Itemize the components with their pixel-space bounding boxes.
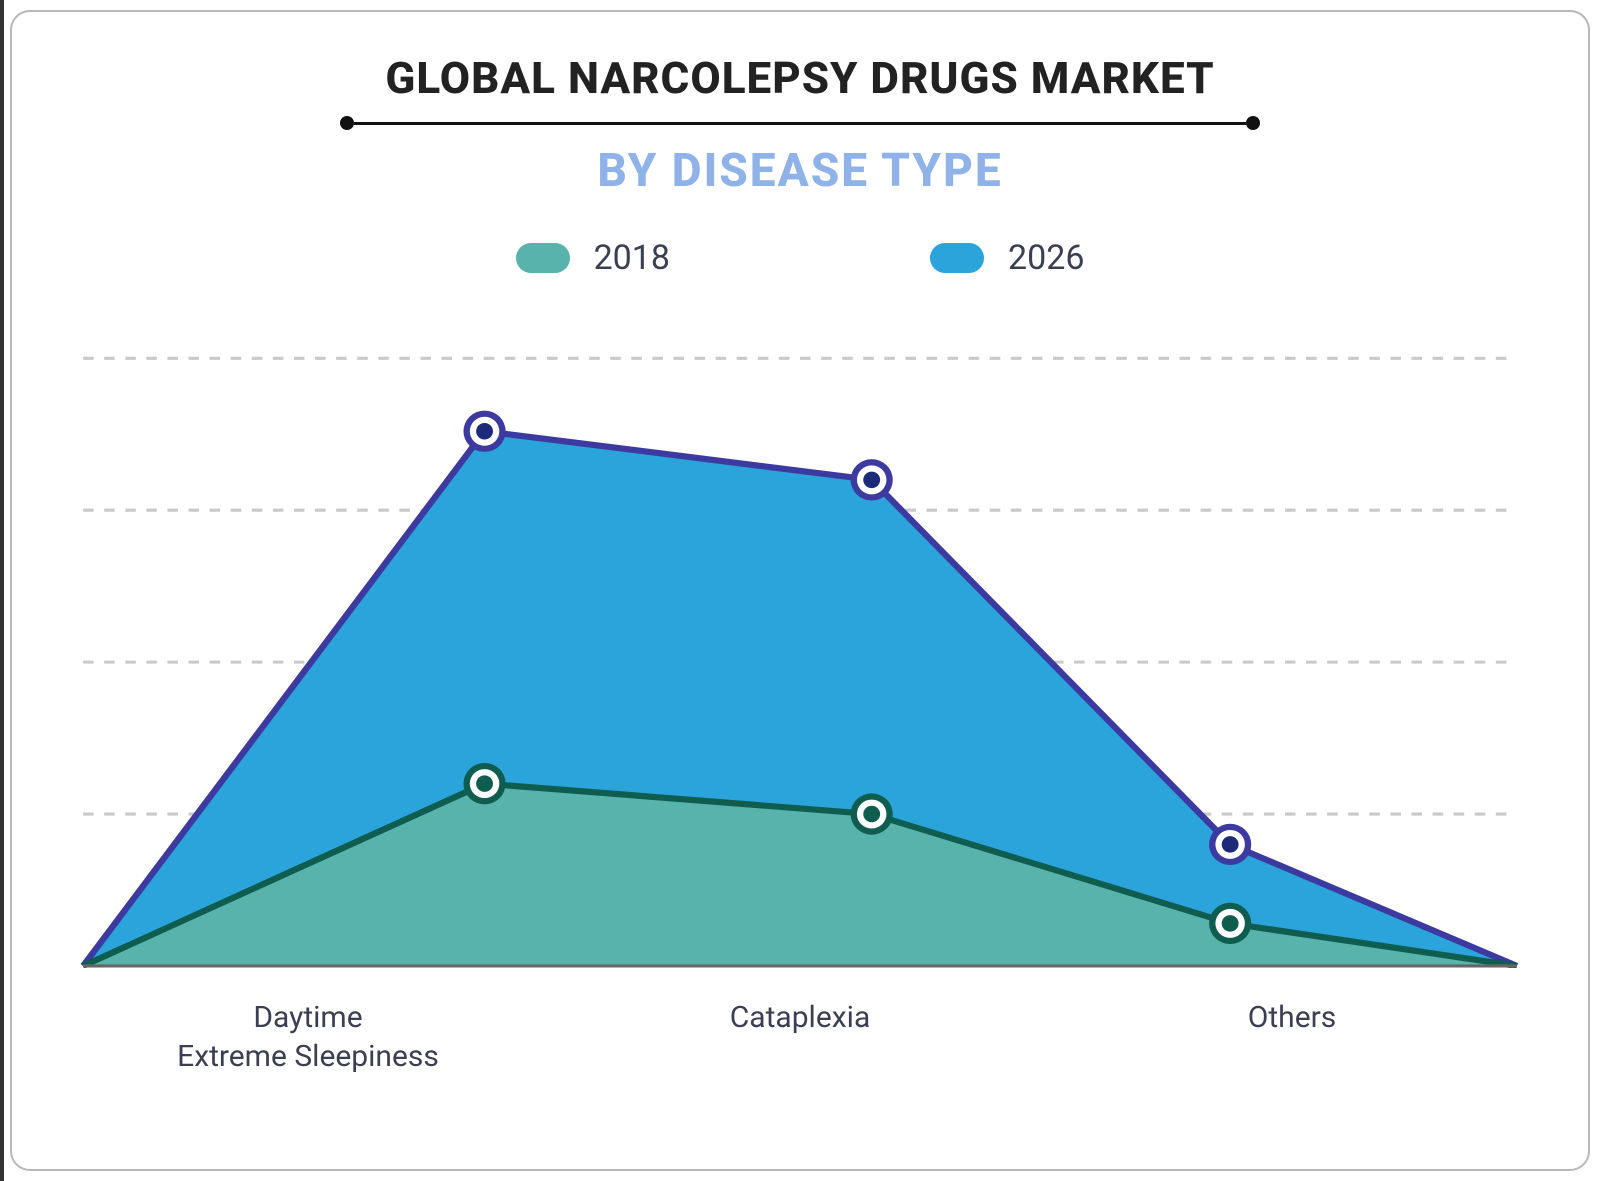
legend: 2018 2026: [62, 238, 1538, 278]
legend-swatch-2026: [930, 243, 984, 273]
legend-item-2018: 2018: [516, 238, 670, 278]
plot-area: [62, 348, 1538, 968]
chart-card: GLOBAL NARCOLEPSY DRUGS MARKET BY DISEAS…: [10, 10, 1590, 1171]
x-label-1: Cataplexia: [554, 998, 1046, 1076]
title-block: GLOBAL NARCOLEPSY DRUGS MARKET BY DISEAS…: [62, 52, 1538, 198]
legend-label-2026: 2026: [1008, 238, 1084, 278]
subtitle: BY DISEASE TYPE: [62, 144, 1538, 198]
x-label-0: DaytimeExtreme Sleepiness: [62, 998, 554, 1076]
divider-dot-right: [1246, 116, 1260, 130]
area-chart-svg: [62, 348, 1538, 968]
legend-label-2018: 2018: [594, 238, 670, 278]
divider-dot-left: [340, 116, 354, 130]
legend-swatch-2018: [516, 243, 570, 273]
main-title: GLOBAL NARCOLEPSY DRUGS MARKET: [62, 52, 1538, 104]
left-page-border: [0, 0, 4, 1181]
x-axis-labels: DaytimeExtreme Sleepiness Cataplexia Oth…: [62, 998, 1538, 1076]
divider-line: [354, 122, 1246, 125]
x-label-2: Others: [1046, 998, 1538, 1076]
title-divider: [340, 116, 1260, 130]
legend-item-2026: 2026: [930, 238, 1084, 278]
